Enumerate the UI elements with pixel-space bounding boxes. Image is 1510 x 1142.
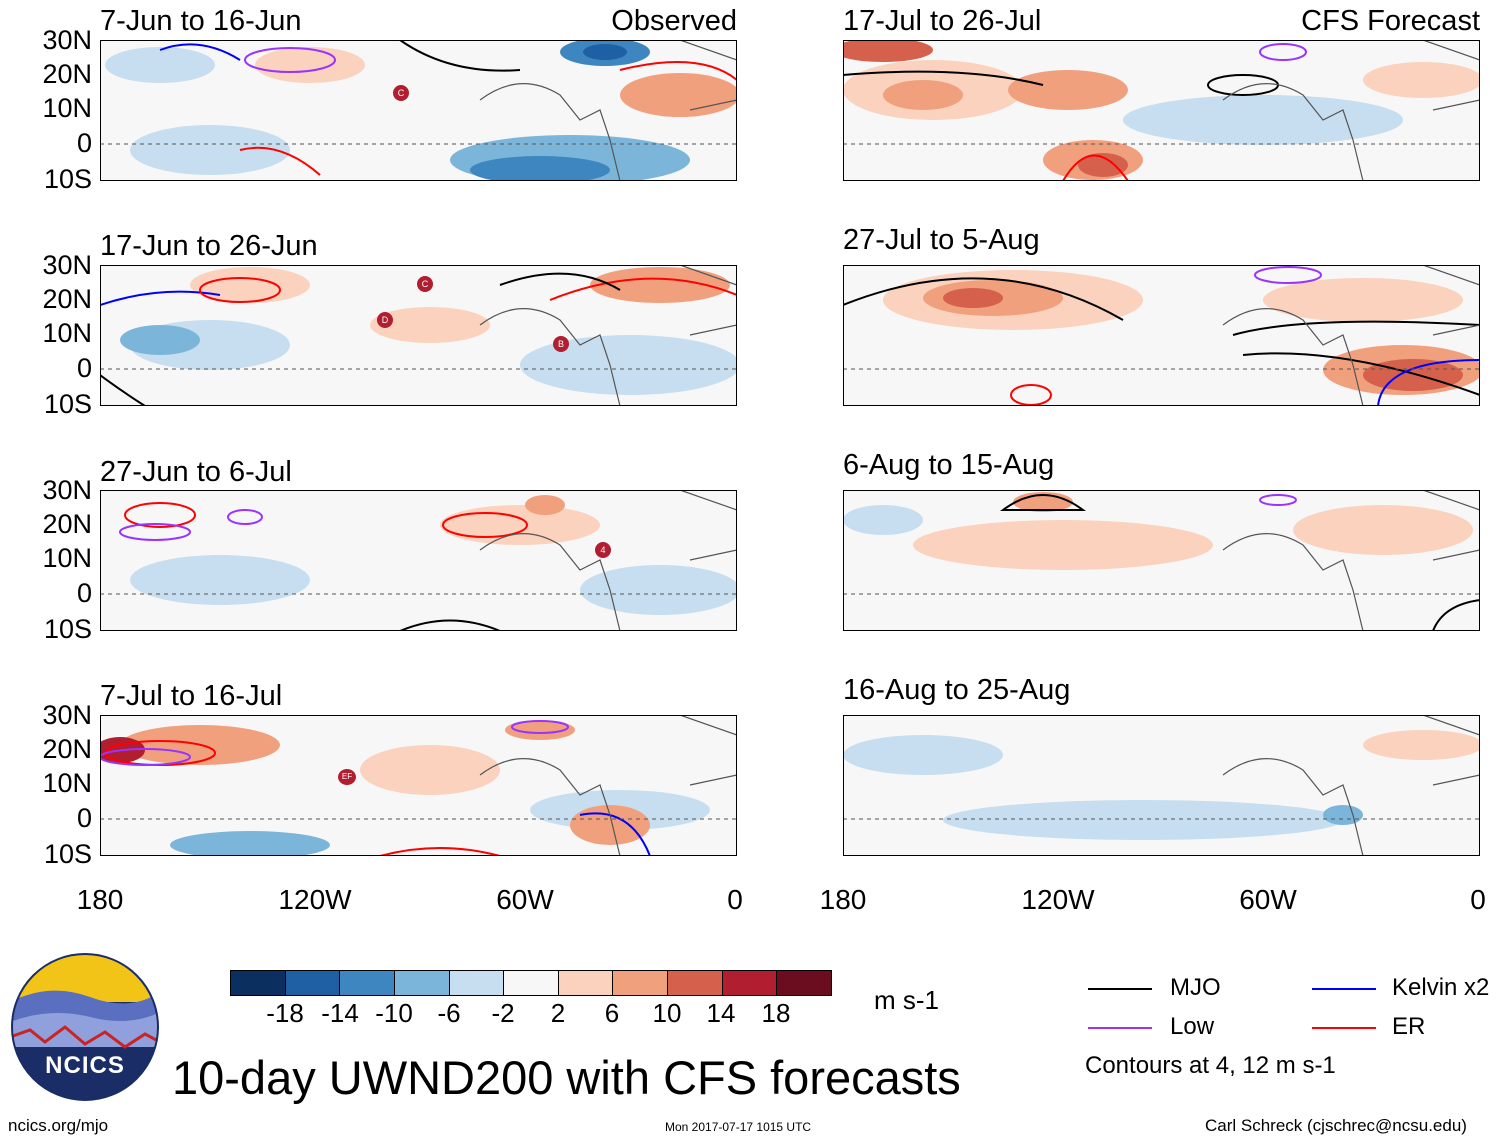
colorbar <box>230 970 832 996</box>
panel-title-7: 6-Aug to 15-Aug <box>843 449 1055 481</box>
colorbar-swatch <box>394 971 450 995</box>
colorbar-swatch <box>558 971 614 995</box>
legend-label-low: Low <box>1170 1013 1215 1040</box>
lat-label: 10S <box>43 389 92 419</box>
lat-label: 10N <box>42 543 92 573</box>
lat-label: 30N <box>42 25 92 55</box>
lat-label: 20N <box>42 284 92 314</box>
legend-label-mjo: MJO <box>1170 974 1221 1001</box>
panel-title-8: 16-Aug to 25-Aug <box>843 674 1071 706</box>
colorbar-swatch <box>285 971 341 995</box>
colorbar-label: -10 <box>375 998 413 1028</box>
map-panel-4 <box>100 715 737 856</box>
figure-title: 10-day UWND200 with CFS forecasts <box>172 1051 961 1104</box>
legend-line-low <box>1088 1027 1152 1029</box>
lon-label: 120W <box>278 884 352 915</box>
ncics-logo <box>11 953 159 1101</box>
lat-label: 30N <box>42 700 92 730</box>
colorbar-swatch <box>613 971 669 995</box>
map-panel-3 <box>100 490 737 631</box>
storm-marker: 4 <box>595 542 611 558</box>
colorbar-swatch <box>668 971 723 995</box>
lon-label: 0 <box>727 884 743 915</box>
colorbar-label: 2 <box>550 998 566 1028</box>
lat-label: 0 <box>76 353 92 383</box>
colorbar-label: -2 <box>491 998 515 1028</box>
colorbar-swatch <box>722 971 778 995</box>
lat-label: 30N <box>42 475 92 505</box>
storm-marker: EF <box>338 769 356 785</box>
legend-note: Contours at 4, 12 m s-1 <box>1085 1052 1336 1079</box>
legend-label-kelvin: Kelvin x2 <box>1392 974 1490 1001</box>
map-panel-8 <box>843 715 1480 856</box>
lon-label: 120W <box>1021 884 1095 915</box>
colorbar-units: m s-1 <box>874 985 939 1015</box>
lat-label: 10S <box>43 614 92 644</box>
colorbar-label: -18 <box>266 998 304 1028</box>
lon-label: 60W <box>1239 884 1297 915</box>
panel-title-5: 17-Jul to 26-Jul <box>843 5 1042 37</box>
storm-marker: C <box>393 85 409 101</box>
lat-label: 0 <box>76 578 92 608</box>
lat-label: 10S <box>43 164 92 194</box>
cfs-forecast-label: CFS Forecast <box>1301 5 1480 37</box>
footer-site: ncics.org/mjo <box>8 1116 109 1135</box>
colorbar-label: 18 <box>761 998 791 1028</box>
colorbar-swatch <box>449 971 505 995</box>
lon-label: 60W <box>496 884 554 915</box>
legend-line-kelvin <box>1312 988 1376 990</box>
map-panel-1 <box>100 40 737 181</box>
footer-timestamp: Mon 2017-07-17 1015 UTC <box>665 1120 812 1134</box>
lat-label: 30N <box>42 250 92 280</box>
panel-title-4: 7-Jul to 16-Jul <box>100 680 283 712</box>
colorbar-swatch <box>504 971 559 995</box>
colorbar-label: 10 <box>652 998 682 1028</box>
panel-title-3: 27-Jun to 6-Jul <box>100 456 292 488</box>
panel-title-6: 27-Jul to 5-Aug <box>843 224 1040 256</box>
map-panel-6 <box>843 265 1480 406</box>
legend-label-er: ER <box>1392 1013 1426 1040</box>
storm-marker: C <box>417 276 433 292</box>
colorbar-label: -14 <box>321 998 359 1028</box>
colorbar-label: 6 <box>604 998 620 1028</box>
map-panel-5 <box>843 40 1480 181</box>
lon-label: 0 <box>1470 884 1486 915</box>
panel-title-2: 17-Jun to 26-Jun <box>100 230 318 262</box>
observed-label: Observed <box>611 5 737 37</box>
lat-label: 0 <box>76 803 92 833</box>
lon-label: 180 <box>76 884 124 915</box>
panel-title-1: 7-Jun to 16-Jun <box>100 5 302 37</box>
lat-label: 10N <box>42 93 92 123</box>
map-panel-7 <box>843 490 1480 631</box>
colorbar-swatch <box>777 971 832 995</box>
lon-label: 180 <box>819 884 867 915</box>
lat-label: 10N <box>42 318 92 348</box>
storm-marker: D <box>377 312 393 328</box>
legend-line-er <box>1312 1027 1376 1029</box>
storm-marker: B <box>553 336 569 352</box>
footer-credit: Carl Schreck (cjschrec@ncsu.edu) <box>1205 1116 1467 1135</box>
lat-label: 0 <box>76 128 92 158</box>
colorbar-label: 14 <box>706 998 736 1028</box>
lat-label: 20N <box>42 734 92 764</box>
lat-label: 20N <box>42 59 92 89</box>
colorbar-label: -6 <box>437 998 461 1028</box>
logo-text: NCICS <box>45 1052 125 1079</box>
legend-line-mjo <box>1088 988 1152 990</box>
colorbar-swatch <box>231 971 286 995</box>
lat-label: 10N <box>42 768 92 798</box>
colorbar-swatch <box>340 971 395 995</box>
lat-label: 20N <box>42 509 92 539</box>
lat-label: 10S <box>43 839 92 869</box>
